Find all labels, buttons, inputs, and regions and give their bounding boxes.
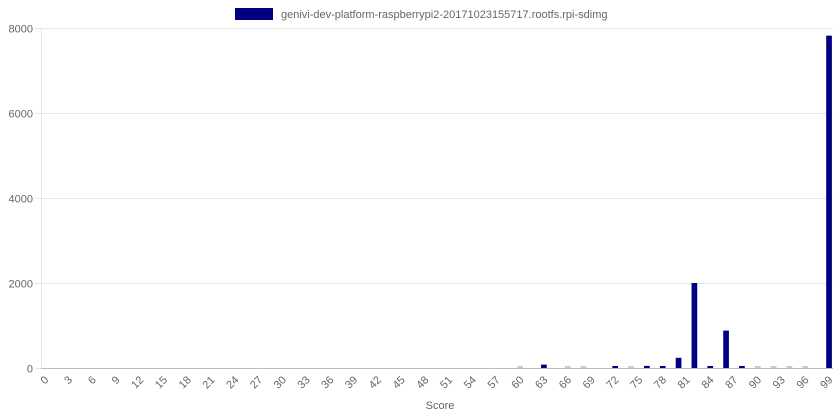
x-tick-label: 3	[62, 374, 75, 387]
x-tick-label: 60	[509, 374, 526, 391]
x-axis: 0 3 6 9 12 15 18 21 24 27 30 33 36 39 42 45 48 51 54 57 60 63…	[39, 374, 833, 391]
x-tick-label: 96	[794, 374, 811, 391]
x-tick-label: 36	[319, 374, 336, 391]
x-tick-label: 6	[86, 374, 99, 387]
bar-score-92[interactable]	[770, 366, 777, 368]
bar-score-68[interactable]	[580, 366, 587, 368]
x-tick-label: 66	[557, 374, 574, 391]
x-tick-label: 99	[818, 374, 833, 391]
legend-label: genivi-dev-platform-raspberrypi2-2017102…	[281, 9, 608, 21]
legend-swatch	[235, 8, 273, 20]
x-tick-label: 42	[367, 374, 384, 391]
y-tick-label: 4000	[9, 194, 33, 206]
x-tick-label: 54	[462, 374, 479, 391]
bar-score-78[interactable]	[659, 366, 666, 368]
bar-score-63[interactable]	[541, 364, 547, 368]
bar-score-72[interactable]	[612, 366, 619, 368]
x-tick-label: 90	[747, 374, 764, 391]
x-axis-title: Score	[426, 400, 455, 412]
bar-score-94[interactable]	[786, 366, 793, 368]
x-tick-label: 21	[200, 374, 217, 391]
x-tick-label: 93	[771, 374, 788, 391]
x-tick-label: 30	[272, 374, 289, 391]
bar-score-66[interactable]	[564, 366, 571, 368]
x-tick-label: 78	[652, 374, 669, 391]
x-tick-label: 69	[581, 374, 598, 391]
y-axis: 0 2000 4000 6000 8000	[9, 24, 42, 376]
bar-score-60[interactable]	[517, 366, 524, 368]
x-tick-label: 15	[153, 374, 170, 391]
y-tick-label: 2000	[9, 279, 33, 291]
x-tick-label: 81	[676, 374, 693, 391]
legend[interactable]: genivi-dev-platform-raspberrypi2-2017102…	[235, 8, 608, 21]
y-tick-label: 8000	[9, 24, 33, 36]
x-tick-label: 72	[604, 374, 621, 391]
bar-score-80[interactable]	[675, 357, 682, 368]
x-tick-label: 48	[414, 374, 431, 391]
x-tick-label: 39	[343, 374, 360, 391]
y-tick-label: 6000	[9, 109, 33, 121]
x-tick-label: 63	[533, 374, 550, 391]
x-tick-label: 45	[391, 374, 408, 391]
x-tick-label: 24	[224, 374, 241, 391]
bar-score-76[interactable]	[644, 365, 650, 369]
x-tick-label: 75	[628, 374, 645, 391]
x-tick-label: 0	[39, 374, 52, 387]
bar-score-88[interactable]	[739, 366, 745, 368]
bar-score-86[interactable]	[723, 330, 729, 368]
bar-score-99[interactable]	[826, 35, 832, 369]
x-tick-label: 9	[110, 374, 123, 387]
bar-score-82[interactable]	[691, 283, 698, 368]
x-tick-label: 57	[486, 374, 503, 391]
bar-score-96[interactable]	[802, 366, 809, 368]
x-tick-label: 27	[248, 374, 265, 391]
x-tick-label: 84	[699, 374, 716, 391]
x-tick-label: 51	[438, 374, 455, 391]
bar-score-90[interactable]	[754, 366, 761, 368]
x-tick-label: 87	[723, 374, 740, 391]
x-tick-label: 12	[129, 374, 146, 391]
gridlines	[41, 28, 833, 369]
bar-score-84[interactable]	[707, 366, 714, 368]
x-tick-label: 33	[296, 374, 313, 391]
x-tick-label: 18	[177, 374, 194, 391]
bar-score-74[interactable]	[628, 366, 634, 368]
y-tick-label: 0	[27, 364, 33, 376]
bars	[517, 35, 832, 369]
